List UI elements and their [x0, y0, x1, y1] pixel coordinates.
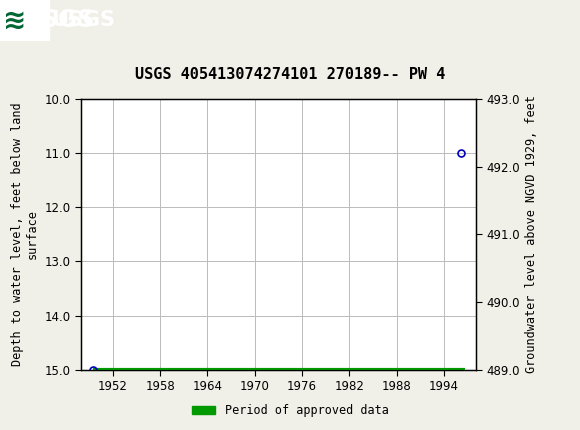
Y-axis label: Depth to water level, feet below land
surface: Depth to water level, feet below land su…: [11, 102, 39, 366]
Bar: [0, 0, 49, 41]
Legend: Period of approved data: Period of approved data: [187, 399, 393, 422]
Text: USGS: USGS: [51, 10, 115, 31]
Text: ≋: ≋: [3, 6, 26, 34]
Text: ≡USGS: ≡USGS: [3, 9, 95, 32]
Text: USGS 405413074274101 270189-- PW 4: USGS 405413074274101 270189-- PW 4: [135, 67, 445, 82]
Y-axis label: Groundwater level above NGVD 1929, feet: Groundwater level above NGVD 1929, feet: [525, 95, 538, 373]
